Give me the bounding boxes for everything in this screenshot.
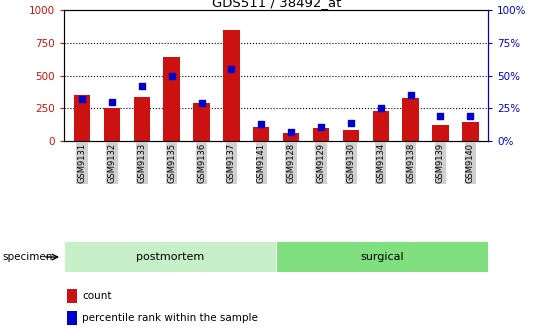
Text: GSM9141: GSM9141	[257, 143, 266, 183]
Bar	[343, 130, 359, 141]
Point	[78, 96, 86, 102]
Point	[376, 106, 385, 111]
Text: GSM9135: GSM9135	[167, 143, 176, 183]
FancyBboxPatch shape	[65, 242, 276, 272]
Bar	[253, 127, 270, 141]
Text: specimen: specimen	[3, 252, 53, 262]
Text: GSM9132: GSM9132	[108, 143, 117, 183]
Text: GSM9128: GSM9128	[287, 143, 296, 183]
Point	[167, 73, 176, 78]
Bar	[432, 125, 449, 141]
Text: GSM9134: GSM9134	[376, 143, 385, 183]
Point	[406, 93, 415, 98]
Bar	[462, 122, 479, 141]
Text: GSM9130: GSM9130	[347, 143, 355, 183]
Bar	[104, 108, 120, 141]
Point	[108, 99, 117, 104]
Bar	[67, 289, 77, 303]
Bar	[402, 98, 419, 141]
Bar	[283, 133, 299, 141]
Point	[436, 114, 445, 119]
Text: GSM9138: GSM9138	[406, 143, 415, 183]
Point	[316, 124, 325, 129]
Point	[287, 129, 296, 135]
Point	[137, 83, 146, 89]
Bar	[163, 57, 180, 141]
Text: GSM9137: GSM9137	[227, 143, 236, 183]
FancyBboxPatch shape	[277, 242, 488, 272]
Bar	[193, 103, 210, 141]
Text: postmortem: postmortem	[136, 252, 204, 262]
Text: percentile rank within the sample: percentile rank within the sample	[82, 313, 258, 323]
Bar	[313, 128, 329, 141]
Text: GSM9129: GSM9129	[316, 143, 325, 183]
Bar	[223, 30, 239, 141]
Point	[466, 114, 475, 119]
Point	[257, 121, 266, 127]
Bar	[74, 95, 90, 141]
Point	[347, 120, 355, 125]
Text: GSM9140: GSM9140	[466, 143, 475, 183]
Text: GSM9133: GSM9133	[137, 143, 146, 183]
Bar	[67, 311, 77, 325]
Bar	[133, 96, 150, 141]
Text: GSM9136: GSM9136	[197, 143, 206, 183]
Title: GDS511 / 38492_at: GDS511 / 38492_at	[211, 0, 341, 9]
Text: surgical: surgical	[360, 252, 404, 262]
Text: GSM9131: GSM9131	[78, 143, 86, 183]
Text: GSM9139: GSM9139	[436, 143, 445, 183]
Point	[197, 100, 206, 106]
Bar	[373, 111, 389, 141]
Text: count: count	[82, 291, 112, 301]
Point	[227, 67, 236, 72]
